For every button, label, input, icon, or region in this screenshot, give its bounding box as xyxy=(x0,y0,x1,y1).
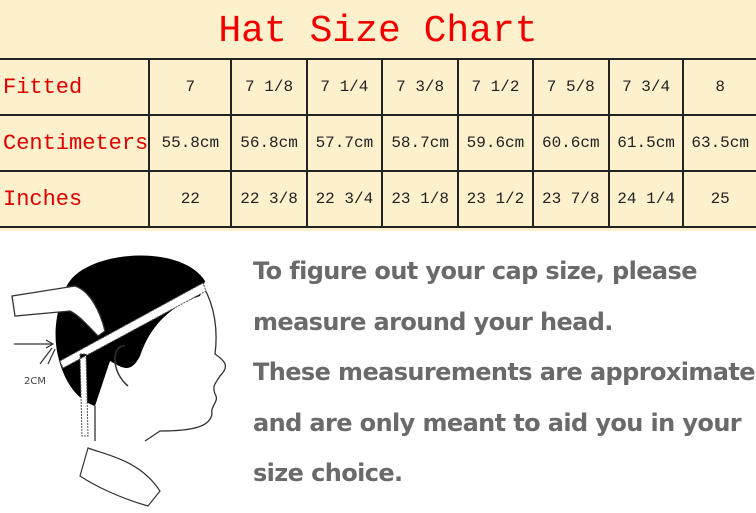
arrow-icon xyxy=(14,339,56,365)
instruction-line: size choice. xyxy=(253,459,403,487)
table-cell: 25 xyxy=(682,170,756,228)
collar xyxy=(79,447,161,507)
head-measuring-illustration: 2CM xyxy=(11,255,227,507)
size-table: Fitted 7 7 1/8 7 1/4 7 3/8 7 1/2 7 5/8 7 3/4 8 Ce… xyxy=(0,58,756,228)
row-label: Inches xyxy=(0,170,151,228)
table-cell: 23 1/2 xyxy=(457,170,534,228)
table-cell: 59.6cm xyxy=(457,114,534,172)
table-cell: 60.6cm xyxy=(531,114,610,172)
instruction-line: To figure out your cap size, please xyxy=(253,257,697,285)
face-outline xyxy=(94,285,227,442)
hand xyxy=(11,285,106,337)
instructions: To figure out your cap size, please meas… xyxy=(253,246,756,499)
table-cell: 22 3/8 xyxy=(230,170,308,228)
size-chart: Hat Size Chart Fitted 7 7 1/8 7 1/4 7 3/8 7 1… xyxy=(0,0,756,231)
row-label: Fitted xyxy=(0,58,151,116)
table-cell: 22 xyxy=(148,170,233,228)
table-cell: 7 3/4 xyxy=(607,58,685,116)
table-cell: 55.8cm xyxy=(148,114,233,172)
table-cell: 7 xyxy=(148,58,233,116)
table-cell: 7 5/8 xyxy=(531,58,610,116)
table-cell: 7 1/2 xyxy=(457,58,534,116)
table-cell: 23 7/8 xyxy=(531,170,610,228)
instruction-line: measure around your head. xyxy=(253,307,613,336)
table-cell: 58.7cm xyxy=(381,114,460,172)
table-cell: 23 1/8 xyxy=(381,170,460,228)
table-cell: 7 1/8 xyxy=(230,58,308,116)
table-cell: 7 3/8 xyxy=(381,58,460,116)
ear xyxy=(114,345,129,387)
table-row-centimeters: Centimeters 55.8cm 56.8cm 57.7cm 58.7cm 59.6c… xyxy=(0,114,756,172)
chart-title: Hat Size Chart xyxy=(218,10,538,53)
table-row-fitted: Fitted 7 7 1/8 7 1/4 7 3/8 7 1/2 7 5/8 7 3/4 8 xyxy=(0,58,756,116)
measuring-tape xyxy=(59,282,207,437)
table-cell: 57.7cm xyxy=(305,114,384,172)
table-cell: 7 1/4 xyxy=(305,58,384,116)
row-label: Centimeters xyxy=(0,114,151,172)
table-cell: 8 xyxy=(682,58,756,116)
table-cell: 63.5cm xyxy=(682,114,756,172)
marker-label: 2CM xyxy=(24,376,46,387)
table-cell: 22 3/4 xyxy=(305,170,384,228)
instruction-line: and are only meant to aid you in your xyxy=(253,408,742,437)
table-cell: 56.8cm xyxy=(230,114,308,172)
instruction-line: These measurements are approximate xyxy=(253,358,756,386)
table-cell: 24 1/4 xyxy=(607,170,685,228)
table-cell: 61.5cm xyxy=(607,114,685,172)
table-row-inches: Inches 22 22 3/8 22 3/4 23 1/8 23 1/2 23 7/8 24… xyxy=(0,170,756,228)
